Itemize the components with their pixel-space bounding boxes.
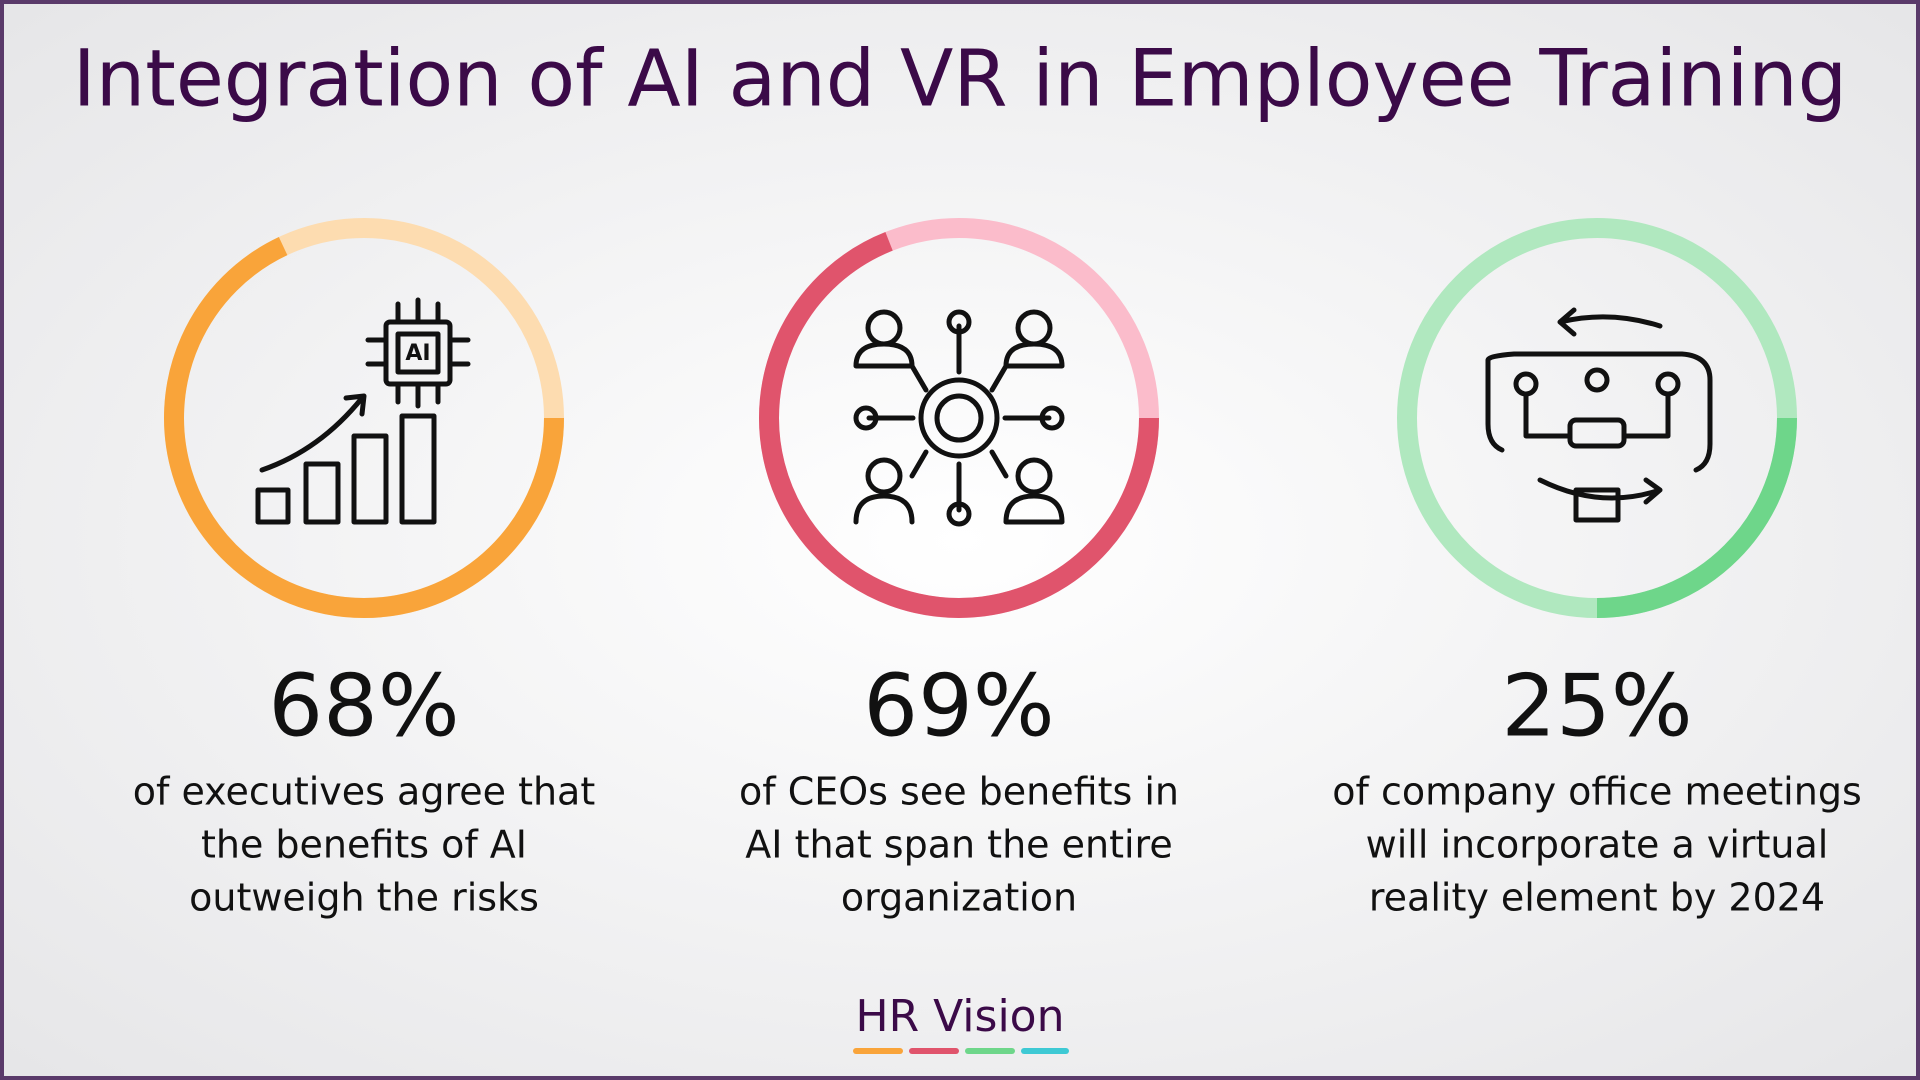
stat-description: organization: [841, 876, 1077, 920]
vr-meeting-icon: [1485, 307, 1713, 523]
ring-arc: [1596, 417, 1797, 618]
stat-description: reality element by 2024: [1369, 876, 1825, 920]
stat-description: of CEOs see benefits in: [739, 770, 1179, 814]
stat-description: outweigh the risks: [189, 876, 539, 920]
stat-description: the benefits of AI: [201, 823, 527, 867]
ring-arc: [759, 232, 1159, 618]
brand: HR Vision: [856, 991, 1065, 1042]
stat-description: of company office meetings: [1332, 770, 1862, 814]
network-icon: [853, 309, 1065, 527]
stat-description: AI that span the entire: [745, 823, 1172, 867]
title: Integration of AI and VR in Employee Tra…: [73, 34, 1847, 124]
stat-value: 68%: [268, 656, 459, 756]
stat-description: will incorporate a virtual: [1366, 823, 1829, 867]
stat-value: 69%: [863, 656, 1054, 756]
stat-value: 25%: [1501, 656, 1692, 756]
stat-description: of executives agree that: [133, 770, 596, 814]
ai-growth-icon: AI: [255, 297, 471, 525]
ring-arc: [164, 237, 564, 618]
svg-text:AI: AI: [405, 341, 430, 366]
